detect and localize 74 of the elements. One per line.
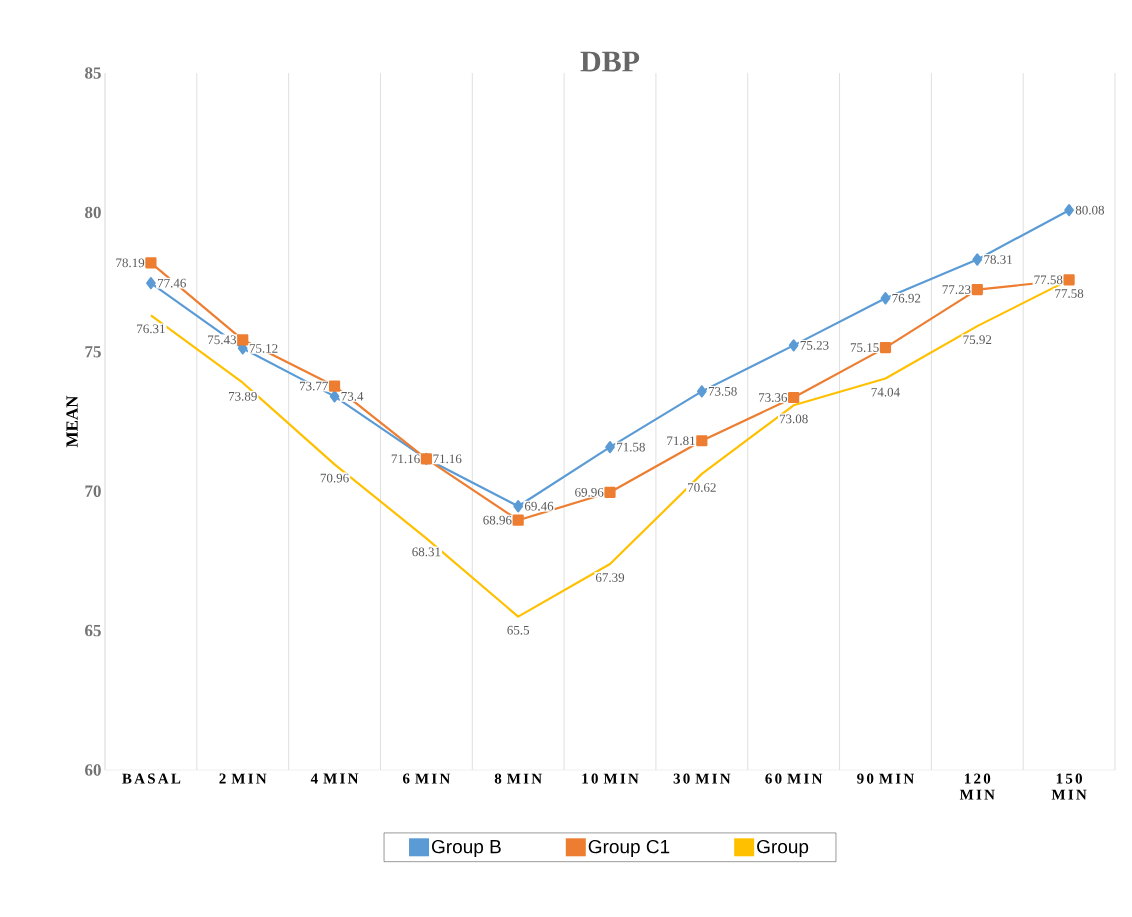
x-tick-label: 8 MIN <box>494 773 542 784</box>
data-label: 77.58 <box>1055 289 1084 298</box>
data-label: 71.16 <box>391 454 420 464</box>
data-label: 73.89 <box>228 391 257 401</box>
data-label: 68.31 <box>412 547 441 557</box>
data-label: 73.77 <box>299 381 328 391</box>
y-tick-label: 60 <box>85 764 101 776</box>
point <box>328 380 341 392</box>
point <box>329 390 340 403</box>
chart-title: DBP <box>580 51 640 72</box>
x-tick-label: 120 MIN <box>959 773 995 800</box>
data-label: 78.19 <box>116 258 145 268</box>
data-label: 71.16 <box>433 454 462 464</box>
point <box>880 292 891 305</box>
x-tick-label: 10 MIN <box>582 773 639 784</box>
x-tick-label: 4 MIN <box>310 773 359 784</box>
point <box>972 253 983 266</box>
point <box>605 441 615 454</box>
point <box>1064 204 1074 217</box>
point <box>513 500 524 513</box>
data-label: 75.92 <box>963 335 992 345</box>
data-label: 75.43 <box>208 335 237 345</box>
data-label: 77.58 <box>1034 275 1063 285</box>
data-label: 71.81 <box>667 436 695 446</box>
data-label: 69.96 <box>575 487 604 497</box>
x-tick-label: 60 MIN <box>765 773 823 784</box>
data-label: 73.4 <box>341 392 364 401</box>
legend-label: Group C1 <box>588 839 670 858</box>
data-label: 67.39 <box>595 573 625 582</box>
data-label: 76.31 <box>137 324 165 334</box>
y-tick-label: 75 <box>85 346 101 358</box>
data-label: 75.23 <box>800 340 829 350</box>
data-label: 77.46 <box>157 278 186 288</box>
data-label: 69.46 <box>524 501 554 511</box>
point <box>604 486 616 498</box>
data-label: 77.23 <box>942 285 971 295</box>
point <box>879 342 892 354</box>
y-tick-label: 80 <box>85 206 101 219</box>
point <box>146 277 156 290</box>
point <box>788 391 800 404</box>
point <box>145 257 157 269</box>
x-tick-label: 6 MIN <box>402 773 451 784</box>
y-tick-label: 65 <box>85 624 101 637</box>
legend-label: Group <box>757 839 809 858</box>
x-tick-label: 90 MIN <box>857 773 915 784</box>
data-label: 76.92 <box>892 293 921 303</box>
data-label: 80.08 <box>1075 205 1105 215</box>
data-label: 70.62 <box>688 483 716 492</box>
point <box>1063 274 1075 286</box>
point <box>788 339 799 352</box>
point <box>971 284 983 296</box>
data-label: 73.58 <box>708 386 737 396</box>
point <box>237 334 249 346</box>
legend-label: Group B <box>431 839 501 858</box>
y-tick-label: 70 <box>85 485 101 497</box>
data-label: 70.96 <box>320 473 349 483</box>
x-tick-label: 30 MIN <box>673 773 731 784</box>
x-tick-label: 2 MIN <box>219 773 267 784</box>
data-label: 78.31 <box>984 255 1012 264</box>
data-label: 75.12 <box>249 344 278 353</box>
point <box>696 385 707 398</box>
x-tick-label: 150 MIN <box>1051 773 1087 800</box>
data-label: 65.5 <box>507 625 530 635</box>
y-axis-title: MEAN <box>66 395 78 448</box>
y-tick-label: 85 <box>85 67 101 79</box>
data-label: 73.08 <box>779 414 808 424</box>
data-label: 68.96 <box>483 515 512 525</box>
data-label: 74.04 <box>871 387 900 397</box>
data-label: 71.58 <box>617 442 645 452</box>
x-tick-label: BASAL <box>122 773 181 784</box>
point <box>512 514 524 526</box>
point <box>696 435 708 447</box>
data-label: 75.15 <box>850 343 879 352</box>
data-label: 73.36 <box>759 393 788 402</box>
